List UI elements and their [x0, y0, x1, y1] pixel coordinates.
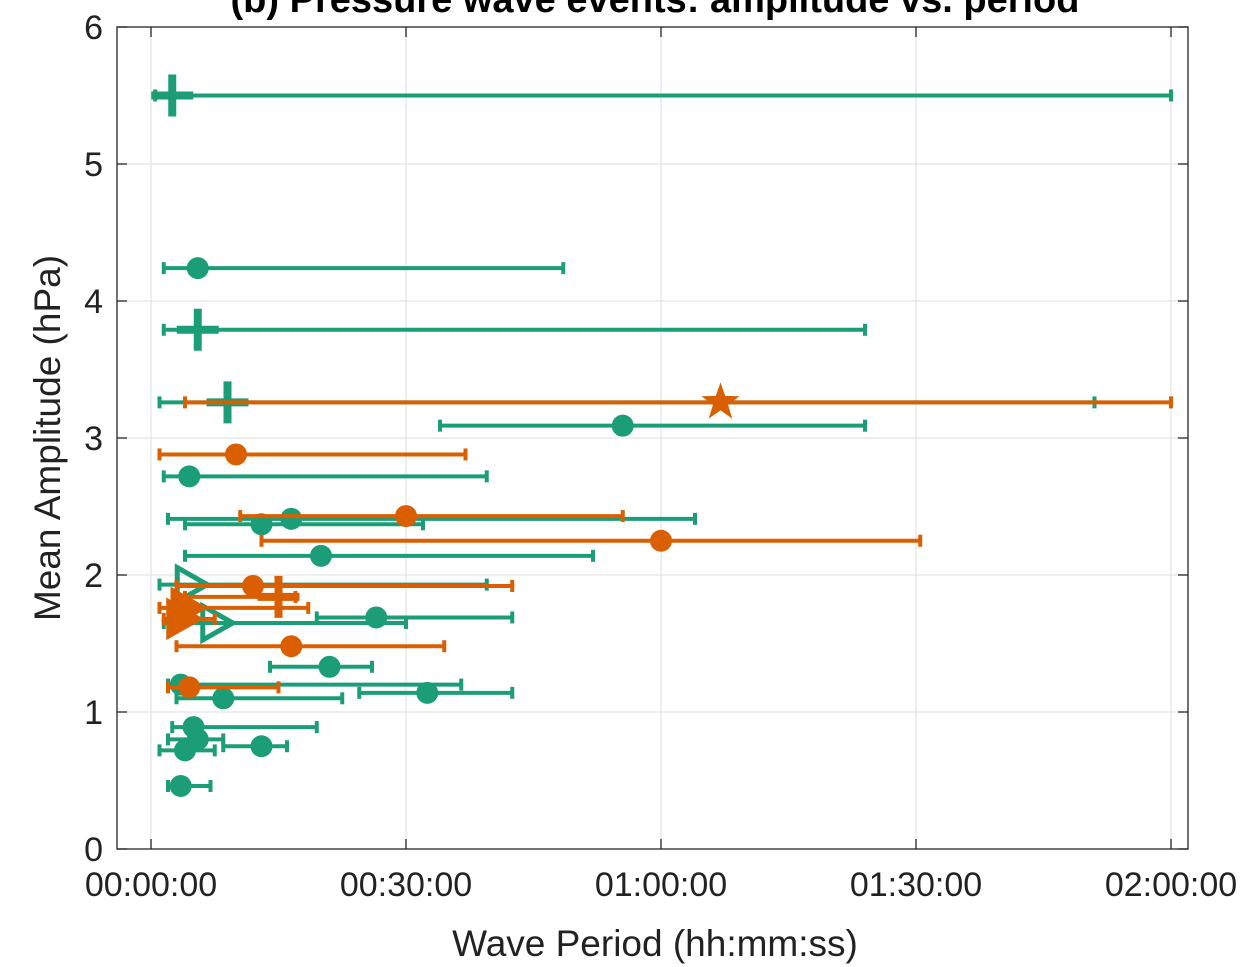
data-point-triangle [200, 601, 238, 645]
x-tick-label: 01:00:00 [595, 866, 727, 904]
data-point-circle [178, 465, 201, 488]
data-point-triangle [166, 597, 204, 641]
grid-lines [117, 27, 1188, 849]
data-point-circle [250, 735, 273, 758]
series-orange [157, 382, 1173, 699]
x-tick-label: 02:00:00 [1105, 866, 1237, 904]
data-point-circle [169, 774, 192, 797]
y-tick-label: 0 [84, 831, 103, 869]
data-point-circle [318, 655, 341, 678]
data-point-circle [212, 687, 235, 710]
x-tick-label: 00:30:00 [340, 866, 472, 904]
data-layer [151, 74, 1173, 797]
data-point-circle [174, 739, 196, 762]
y-tick-label: 3 [84, 420, 103, 458]
data-point-circle [280, 635, 303, 658]
data-point-circle [186, 257, 209, 280]
data-point-circle [365, 606, 388, 629]
y-tick-label: 4 [84, 283, 103, 321]
data-point-circle [395, 505, 417, 528]
data-point-circle [650, 529, 672, 552]
y-tick-label: 6 [84, 9, 103, 47]
data-point-circle [178, 676, 201, 699]
data-point-plus [257, 575, 300, 618]
x-tick-label: 01:30:00 [850, 866, 982, 904]
y-axis-label: Mean Amplitude (hPa) [27, 255, 68, 621]
data-point-circle [416, 681, 439, 704]
tick-labels: 00:00:00 00:30:00 01:00:00 01:30:00 02:00:00… [84, 9, 1237, 904]
data-point-circle [280, 507, 303, 530]
data-point-plus [176, 308, 219, 351]
series-green [151, 74, 1173, 797]
data-point-circle [611, 414, 634, 437]
x-tick-label: 00:00:00 [85, 866, 217, 904]
data-point-circle [242, 574, 264, 597]
tick-marks [117, 26, 1188, 850]
chart-title: (b) Pressure wave events: amplitude vs. … [231, 0, 1080, 21]
x-axis-label: Wave Period (hh:mm:ss) [452, 923, 858, 964]
data-point-circle [250, 513, 273, 536]
y-tick-label: 1 [84, 694, 103, 732]
data-point-circle [225, 443, 247, 466]
data-point-circle [310, 544, 332, 567]
y-tick-label: 2 [84, 557, 103, 595]
y-tick-label: 5 [84, 146, 103, 184]
data-point-star [701, 382, 740, 419]
data-point-plus [151, 74, 194, 117]
